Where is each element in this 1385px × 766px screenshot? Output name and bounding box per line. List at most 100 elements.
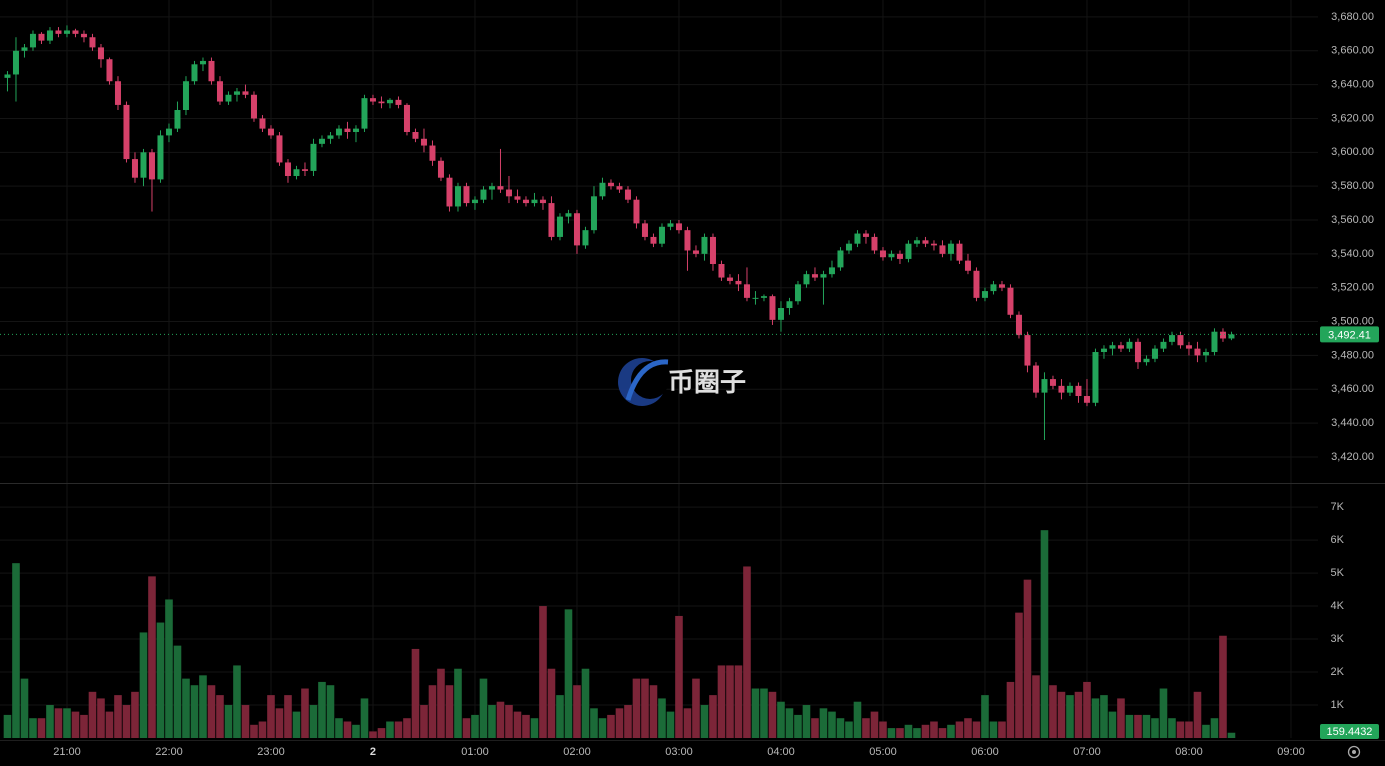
candle-body <box>233 91 240 95</box>
volume-bar <box>938 728 947 738</box>
volume-bar <box>828 711 836 738</box>
candle-body <box>922 240 929 244</box>
candle-body <box>267 128 274 136</box>
candle-body <box>658 226 665 244</box>
candle-body <box>55 30 62 34</box>
volume-bar <box>1015 612 1023 738</box>
volume-bar <box>513 711 522 738</box>
candle-body <box>1041 379 1048 393</box>
volume-bar <box>1049 685 1057 738</box>
volume-bar <box>224 705 233 738</box>
candle-body <box>72 30 79 34</box>
candle-body <box>998 284 1005 288</box>
volume-bar <box>862 718 870 738</box>
volume-bar <box>233 665 241 738</box>
volume-bar <box>20 678 29 738</box>
settings-button[interactable] <box>1347 745 1361 759</box>
candle-body <box>1100 348 1107 353</box>
volume-tick-label: 3K <box>1331 633 1345 645</box>
candle-body <box>412 132 419 139</box>
candle-body <box>157 135 164 180</box>
candle-body <box>981 291 988 298</box>
price-pane <box>4 25 1235 441</box>
x-tick-label: 08:00 <box>1175 746 1203 758</box>
candle-body <box>471 199 478 204</box>
candle-body <box>556 216 563 237</box>
candle-body <box>777 308 784 320</box>
volume-bar <box>1134 714 1142 738</box>
watermark-logo-swoosh <box>625 359 669 401</box>
candle-body <box>616 186 623 190</box>
candle-body <box>752 297 759 299</box>
volume-bar <box>139 632 148 738</box>
candle-body <box>378 101 385 104</box>
y-tick-label: 3,500.00 <box>1331 315 1374 327</box>
x-tick-label: 21:00 <box>53 746 81 758</box>
volume-bar <box>1083 681 1091 738</box>
volume-tick-label: 6K <box>1331 534 1345 546</box>
candle-body <box>820 274 827 278</box>
candle-body <box>174 110 181 129</box>
candle-body <box>437 160 444 178</box>
watermark-text: 币圈子 <box>668 367 746 397</box>
candle-body <box>361 98 368 129</box>
volume-bar <box>1108 711 1117 738</box>
volume-bar <box>734 665 743 738</box>
volume-bar <box>751 688 760 738</box>
settings-icon-center[interactable] <box>1352 750 1356 754</box>
candle-body <box>667 223 674 227</box>
volume-bar <box>1142 714 1151 738</box>
volume-bar <box>1219 635 1227 738</box>
watermark: 币圈子 <box>618 358 746 406</box>
volume-bar <box>964 718 972 738</box>
candle-body <box>590 196 597 231</box>
candle-body <box>675 223 682 231</box>
candle-body <box>276 135 283 163</box>
volume-bar <box>80 714 88 738</box>
volume-bar <box>1151 718 1159 738</box>
candle-body <box>1211 331 1218 353</box>
candle-body <box>641 223 648 237</box>
candle-body <box>531 199 538 204</box>
candle-body <box>888 253 895 258</box>
candle-body <box>743 284 750 298</box>
x-tick-label: 02:00 <box>563 746 591 758</box>
candle-body <box>395 99 402 105</box>
volume-bar <box>615 708 624 738</box>
volume-bar <box>590 708 598 738</box>
candle-body <box>46 30 53 41</box>
volume-bar <box>12 563 20 738</box>
volume-bar <box>904 724 913 738</box>
candle-body <box>497 186 504 190</box>
volume-bar <box>258 721 267 738</box>
candle-body <box>650 236 657 244</box>
candle-body <box>905 243 912 259</box>
candle-body <box>1126 341 1133 349</box>
candle-body <box>930 243 937 246</box>
candle-body <box>420 138 427 146</box>
volume-bar <box>301 688 309 738</box>
volume-bar <box>37 718 46 738</box>
candle-body <box>463 186 470 204</box>
candle-body <box>956 243 963 261</box>
current-volume-label: 159.4432 <box>1327 726 1373 738</box>
candle-body <box>114 81 121 105</box>
settings-icon[interactable] <box>1347 745 1361 759</box>
volume-bar <box>63 708 71 738</box>
volume-bar <box>275 708 284 738</box>
candle-body <box>1202 352 1209 356</box>
candle-body <box>633 199 640 224</box>
candle-body <box>165 128 172 136</box>
candle-body <box>854 233 861 244</box>
volume-bar <box>148 576 156 738</box>
candle-body <box>1151 348 1158 359</box>
candle-body <box>429 145 436 161</box>
volume-bar <box>437 668 445 738</box>
candle-body <box>1194 348 1201 356</box>
x-tick-label: 03:00 <box>665 746 693 758</box>
volume-bar <box>530 718 539 738</box>
volume-bar <box>360 698 369 738</box>
candle-body <box>225 94 232 102</box>
volume-bar <box>539 606 547 738</box>
volume-bar <box>343 721 352 738</box>
